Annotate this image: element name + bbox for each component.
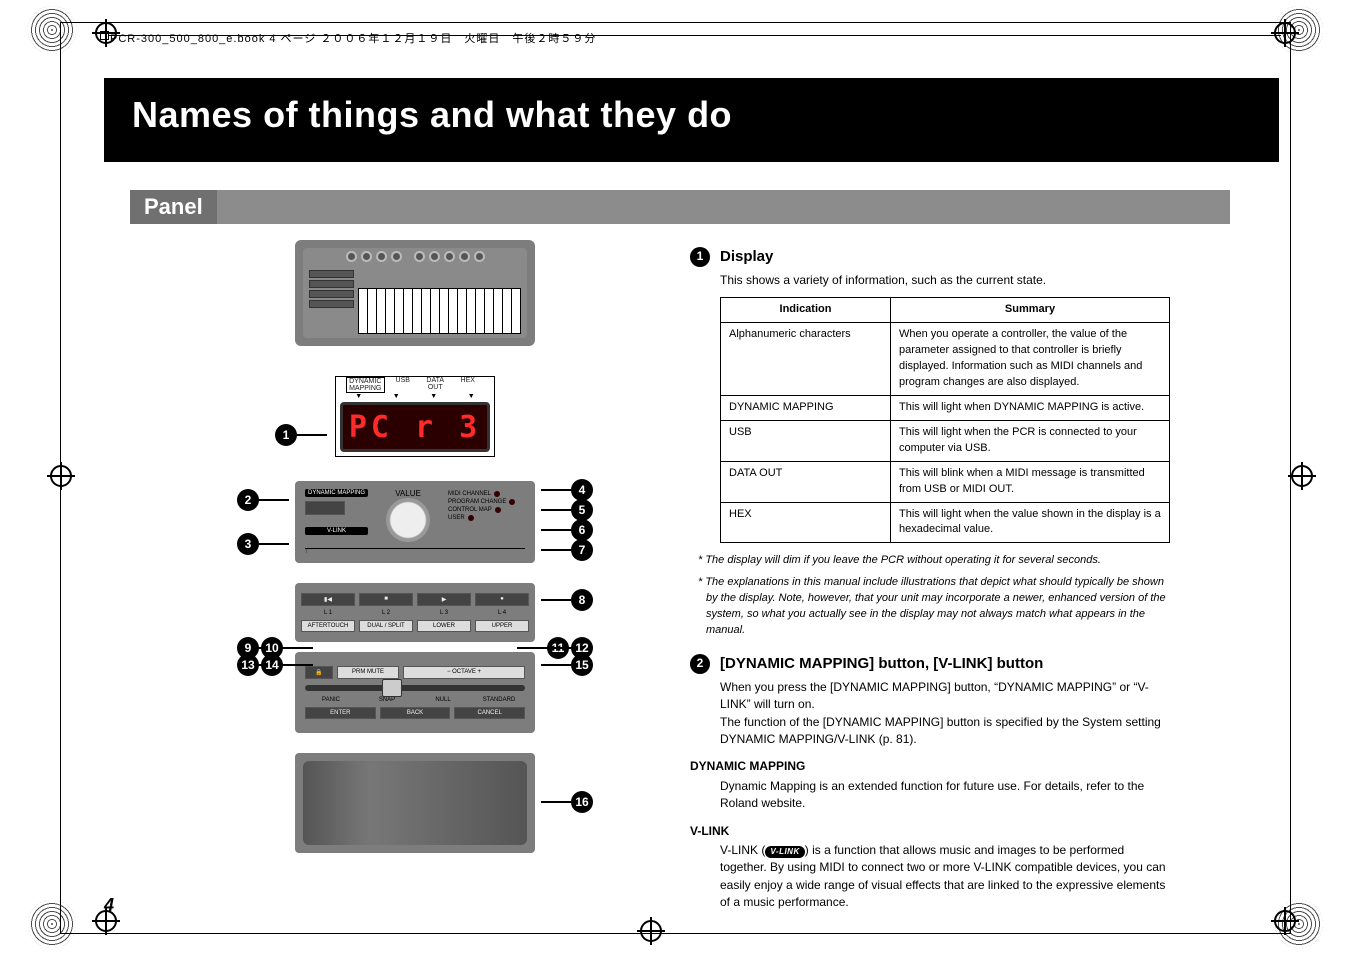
transport-button: ▮◀ — [301, 593, 355, 606]
subhead: DYNAMIC MAPPING — [690, 758, 1170, 775]
table-cell: DATA OUT — [721, 461, 891, 502]
callout-3: 3 — [237, 533, 259, 555]
led-label: MIDI CHANNEL — [448, 491, 491, 497]
fader-panel: 🔒 PRM MUTE − OCTAVE + PANIC SNAP NULL ST… — [295, 652, 535, 733]
text-span: V-LINK ( — [720, 843, 765, 857]
sub-body: Dynamic Mapping is an extended function … — [720, 778, 1170, 813]
btn-sub: STANDARD — [473, 697, 525, 703]
item-number: 1 — [690, 247, 710, 267]
lcd-label: USB — [387, 377, 420, 393]
crop-mark-icon — [640, 920, 662, 942]
footnote: * The display will dim if you leave the … — [698, 553, 1170, 569]
item-para: When you press the [DYNAMIC MAPPING] but… — [720, 679, 1170, 714]
item-title: [DYNAMIC MAPPING] button, [V-LINK] butto… — [720, 653, 1043, 675]
item-intro: This shows a variety of information, suc… — [720, 272, 1170, 289]
table-cell: This will light when DYNAMIC MAPPING is … — [891, 395, 1170, 420]
mode-button: UPPER — [475, 620, 529, 632]
wheel-panel: 16 — [295, 753, 535, 853]
section-label: Panel — [130, 190, 217, 224]
vlink-chip: V-LINK — [305, 527, 368, 535]
device-illustration-column: DYNAMIC MAPPING USB DATA OUT HEX ▼▼▼▼ PC… — [170, 240, 660, 853]
description-column: 1 Display This shows a variety of inform… — [690, 240, 1170, 912]
back-button: BACK — [380, 707, 451, 719]
lcd-text: PC r 3 — [349, 410, 481, 445]
crop-mark-icon — [1291, 465, 1313, 487]
prm-mute-button: PRM MUTE — [337, 666, 399, 679]
mode-button: LOWER — [417, 620, 471, 632]
registration-spiro-icon — [28, 6, 76, 54]
callout-5: 5 — [571, 499, 593, 521]
cancel-button: CANCEL — [454, 707, 525, 719]
crop-mark-icon — [50, 465, 72, 487]
table-cell: USB — [721, 420, 891, 461]
table-cell: DYNAMIC MAPPING — [721, 395, 891, 420]
page-number: 4 — [104, 895, 114, 916]
enter-button: ENTER — [305, 707, 376, 719]
callout-7: 7 — [571, 539, 593, 561]
callout-6: 6 — [571, 519, 593, 541]
value-label: VALUE — [386, 489, 430, 498]
btn-sub: SNAP — [361, 697, 413, 703]
dynamic-mapping-chip: DYNAMIC MAPPING — [305, 489, 368, 497]
btn-sub: PANIC — [305, 697, 357, 703]
callout-16: 16 — [571, 791, 593, 813]
callout-1: 1 — [275, 424, 297, 446]
table-header: Summary — [891, 298, 1170, 323]
chapter-title-bar: Names of things and what they do — [104, 78, 1279, 162]
lcd-label: DYNAMIC MAPPING — [346, 377, 385, 393]
table-cell: This will light when the value shown in … — [891, 502, 1170, 543]
control-block: DYNAMIC MAPPING V-LINK VALUE MIDI CHANNE… — [295, 481, 535, 563]
btn-sub: L 4 — [475, 610, 529, 616]
item-title: Display — [720, 246, 773, 268]
registration-spiro-icon — [28, 900, 76, 948]
crop-mark-icon — [95, 22, 117, 44]
vlink-badge-icon: V-LINK — [765, 846, 804, 858]
item-para: The function of the [DYNAMIC MAPPING] bu… — [720, 714, 1170, 749]
lcd-block: DYNAMIC MAPPING USB DATA OUT HEX ▼▼▼▼ PC… — [315, 376, 515, 457]
led-label: PROGRAM CHANGE — [448, 499, 506, 505]
table-cell: This will light when the PCR is connecte… — [891, 420, 1170, 461]
callout-2: 2 — [237, 489, 259, 511]
crop-mark-icon — [1274, 910, 1296, 932]
btn-sub: L 1 — [301, 610, 355, 616]
btn-sub: L 3 — [417, 610, 471, 616]
chapter-title: Names of things and what they do — [132, 94, 1251, 136]
transport-button: ● — [475, 593, 529, 606]
callout-13: 13 — [237, 654, 259, 676]
btn-sub: L 2 — [359, 610, 413, 616]
callout-15: 15 — [571, 654, 593, 676]
table-header: Indication — [721, 298, 891, 323]
mode-button: AFTERTOUCH — [301, 620, 355, 632]
item-number: 2 — [690, 654, 710, 674]
led-label: USER — [448, 515, 465, 521]
transport-button: ▶ — [417, 593, 471, 606]
table-cell: Alphanumeric characters — [721, 323, 891, 396]
lcd-label: HEX — [452, 377, 485, 393]
table-cell: When you operate a controller, the value… — [891, 323, 1170, 396]
doc-header-line: PCR-300_500_800_e.book 4 ページ ２００６年１２月１９日… — [110, 30, 596, 46]
callout-4: 4 — [571, 479, 593, 501]
table-cell: This will blink when a MIDI message is t… — [891, 461, 1170, 502]
callout-14: 14 — [261, 654, 283, 676]
indication-table: Indication Summary Alphanumeric characte… — [720, 297, 1170, 543]
sub-body: V-LINK (V-LINK) is a function that allow… — [720, 842, 1170, 912]
keyboard-top-view — [295, 240, 535, 346]
table-cell: HEX — [721, 502, 891, 543]
value-knob-icon — [386, 498, 430, 542]
btn-sub: NULL — [417, 697, 469, 703]
callout-8: 8 — [571, 589, 593, 611]
lcd-label: DATA OUT — [419, 377, 452, 393]
section-bar: Panel — [130, 190, 1230, 224]
footnote: * The explanations in this manual includ… — [698, 575, 1170, 639]
crop-mark-icon — [1274, 22, 1296, 44]
subhead: V-LINK — [690, 823, 1170, 840]
octave-button: − OCTAVE + — [403, 666, 525, 679]
led-label: CONTROL MAP — [448, 507, 492, 513]
mode-button: DUAL / SPLIT — [359, 620, 413, 632]
transport-button: ■ — [359, 593, 413, 606]
button-panel: ▮◀ ■ ▶ ● L 1 L 2 L 3 L 4 AFTERTOUCH DUAL… — [295, 583, 535, 642]
